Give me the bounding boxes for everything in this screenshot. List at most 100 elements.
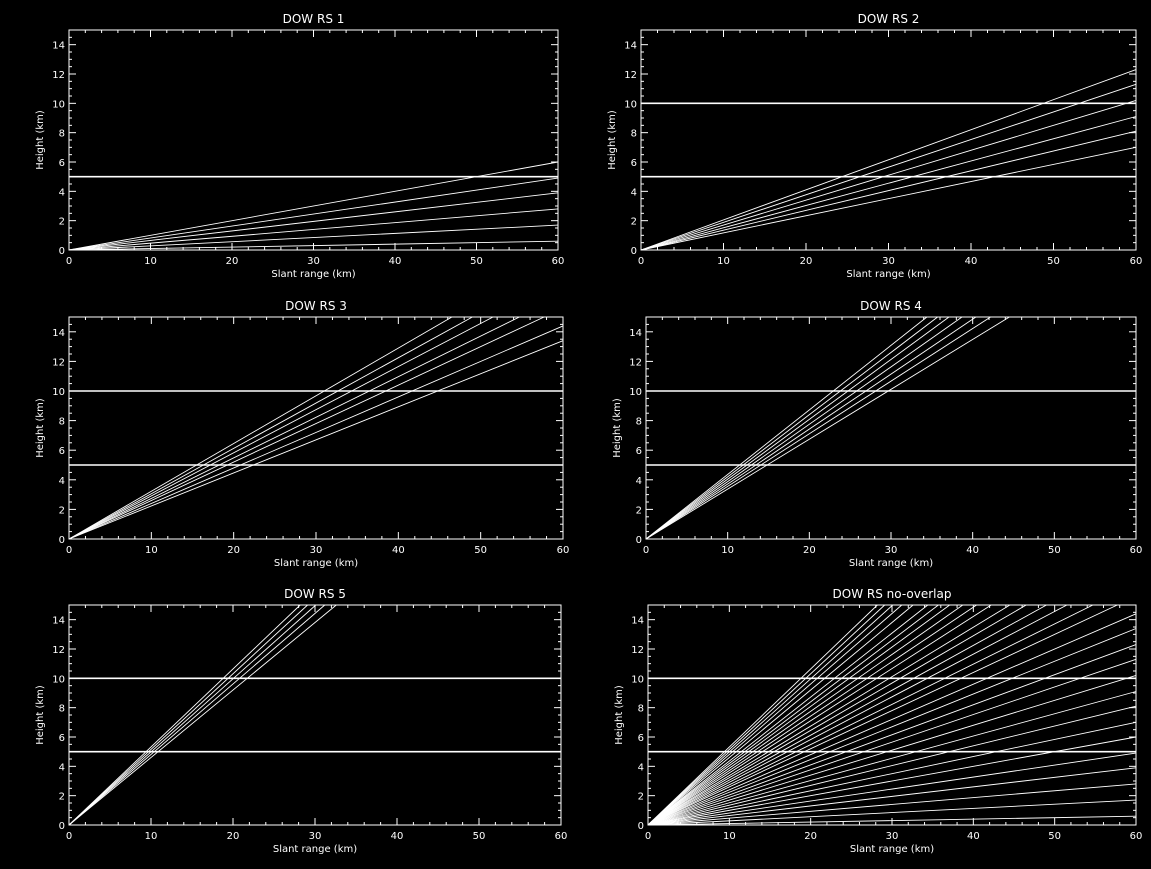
x-tick-label: 30	[307, 256, 320, 267]
x-axis-label: Slant range (km)	[271, 269, 355, 280]
plot-frame	[645, 316, 1137, 540]
y-tick-label: 6	[59, 733, 65, 744]
beam-elevation-line	[68, 604, 301, 826]
beam-elevation-line	[645, 316, 977, 540]
beam-elevation-line	[640, 116, 1137, 251]
x-tick-label: 50	[1047, 256, 1060, 267]
x-tick-label: 40	[965, 256, 978, 267]
beam-elevation-line	[647, 721, 1137, 826]
x-tick-label: 0	[638, 256, 644, 267]
y-tick-label: 14	[631, 616, 644, 627]
beam-elevation-line	[647, 658, 1137, 826]
x-tick-label: 10	[723, 831, 736, 842]
beam-elevation-line	[68, 604, 326, 826]
beam-elevation-line	[645, 316, 938, 540]
y-tick-label: 4	[631, 187, 637, 198]
y-axis-label: Height (km)	[35, 398, 46, 458]
beam-elevation-line	[647, 604, 1068, 826]
x-axis-label: Slant range (km)	[846, 269, 930, 280]
chart-panel-1: DOW RS 1 0 10 20 30 40 50 60 0 2 4 6 8 10 12 14 Slant ra…	[35, 12, 564, 280]
y-tick-label: 2	[631, 217, 637, 228]
beam-elevation-line	[68, 316, 545, 540]
beam-elevation-line	[647, 604, 903, 826]
x-tick-label: 50	[474, 545, 487, 556]
beam-elevation-line	[647, 604, 886, 826]
y-tick-label: 0	[638, 821, 644, 832]
x-tick-label: 10	[144, 256, 157, 267]
y-tick-label: 4	[59, 187, 65, 198]
x-axis-label: Slant range (km)	[849, 558, 933, 569]
beam-elevation-line	[68, 208, 559, 251]
y-tick-label: 10	[631, 674, 644, 685]
x-tick-label: 40	[389, 256, 402, 267]
x-tick-label: 50	[473, 831, 486, 842]
y-tick-label: 12	[624, 70, 637, 81]
y-tick-label: 0	[636, 535, 642, 546]
x-tick-label: 30	[882, 256, 895, 267]
beam-elevation-line	[640, 69, 1137, 251]
y-axis-label: Height (km)	[35, 685, 46, 745]
y-tick-label: 2	[638, 792, 644, 803]
y-axis-label: Height (km)	[35, 110, 46, 170]
y-tick-label: 6	[59, 446, 65, 457]
beam-elevation-line	[647, 604, 992, 826]
x-tick-label: 20	[227, 831, 240, 842]
plot-frame	[68, 604, 562, 826]
x-tick-label: 60	[555, 831, 568, 842]
beam-elevation-line	[647, 705, 1137, 826]
beam-elevation-line	[647, 604, 1047, 826]
x-tick-label: 60	[552, 256, 565, 267]
x-tick-label: 0	[66, 545, 72, 556]
beam-elevation-line	[68, 325, 564, 540]
x-tick-label: 10	[717, 256, 730, 267]
beam-elevation-line	[68, 604, 317, 826]
beam-elevation-line	[647, 799, 1137, 826]
x-tick-label: 0	[645, 831, 651, 842]
x-tick-label: 40	[391, 831, 404, 842]
x-tick-label: 0	[66, 831, 72, 842]
beam-elevation-line	[68, 177, 559, 251]
y-tick-label: 8	[59, 129, 65, 140]
beam-elevation-line	[68, 316, 520, 540]
y-tick-label: 8	[638, 704, 644, 715]
plot-frame	[640, 29, 1137, 251]
beam-elevation-line	[640, 130, 1137, 251]
x-axis-label: Slant range (km)	[850, 844, 934, 855]
y-tick-label: 12	[52, 645, 65, 656]
x-tick-label: 40	[966, 545, 979, 556]
y-axis-label: Height (km)	[614, 685, 625, 745]
beam-elevation-line	[647, 783, 1137, 826]
x-tick-label: 10	[145, 545, 158, 556]
beam-elevation-line	[647, 604, 878, 826]
beam-elevation-line	[647, 691, 1137, 826]
x-axis-label: Slant range (km)	[273, 844, 357, 855]
y-tick-label: 0	[59, 821, 65, 832]
y-tick-label: 2	[636, 505, 642, 516]
x-tick-label: 10	[721, 545, 734, 556]
x-tick-label: 50	[470, 256, 483, 267]
beam-elevation-line	[647, 604, 939, 826]
chart-panel-5: DOW RS 5 0 10 20 30 40 50 60 0 2 4 6 8 10 12 14 Slant ra…	[35, 587, 567, 855]
y-tick-label: 4	[59, 762, 65, 773]
x-tick-label: 50	[1048, 545, 1061, 556]
chart-title: DOW RS 1	[283, 12, 345, 26]
x-tick-label: 60	[557, 545, 570, 556]
y-tick-label: 0	[631, 246, 637, 257]
beam-elevation-line	[68, 161, 559, 251]
y-tick-label: 6	[631, 158, 637, 169]
beam-elevation-line	[68, 192, 559, 251]
beam-elevation-line	[647, 628, 1137, 826]
beam-elevation-line	[68, 316, 453, 540]
x-tick-label: 0	[66, 256, 72, 267]
beam-elevation-line	[640, 99, 1137, 251]
beam-elevation-line	[640, 83, 1137, 251]
beam-elevation-line	[68, 316, 494, 540]
beam-elevation-line	[647, 604, 964, 826]
x-tick-label: 20	[227, 545, 240, 556]
beam-elevation-line	[647, 674, 1137, 826]
x-tick-label: 60	[1130, 256, 1143, 267]
y-tick-label: 14	[629, 328, 642, 339]
beam-elevation-line	[645, 316, 963, 540]
chart-title: DOW RS no-overlap	[833, 587, 952, 601]
beam-elevation-line	[647, 604, 914, 826]
